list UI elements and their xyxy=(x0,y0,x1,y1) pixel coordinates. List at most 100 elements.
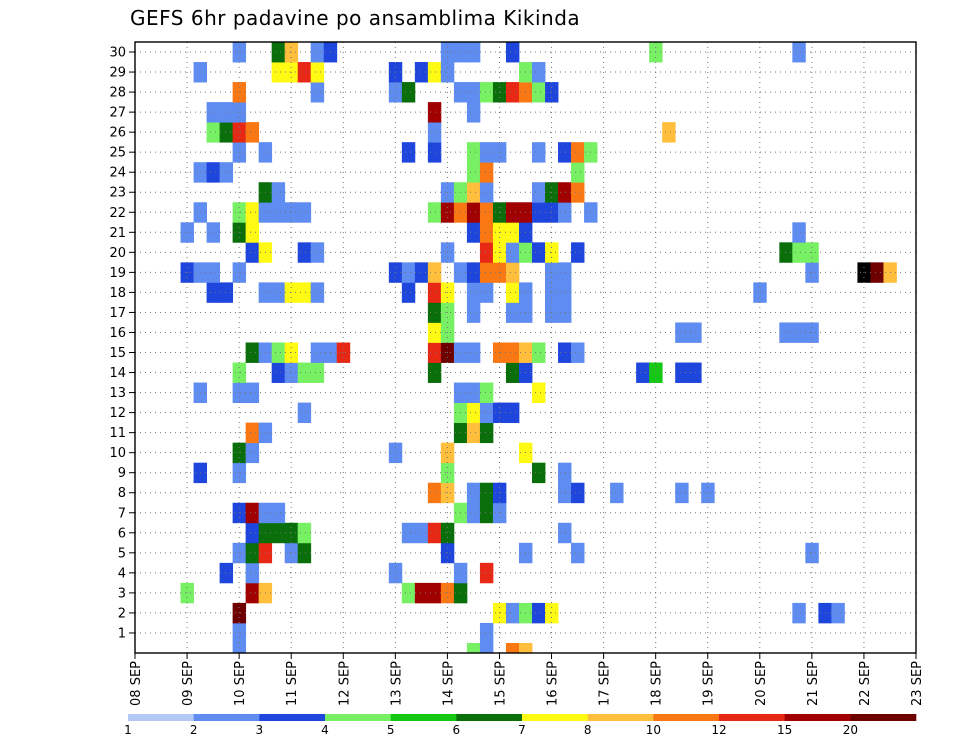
heatmap-cell xyxy=(297,242,312,263)
heatmap-cell xyxy=(414,522,429,544)
heatmap-cell xyxy=(505,262,520,283)
heatmap-cell xyxy=(558,302,572,323)
heatmap-cell xyxy=(245,582,260,604)
y-tick-label: 16 xyxy=(109,326,126,341)
x-tick-label: 17 SEP xyxy=(598,661,613,706)
y-tick-label: 13 xyxy=(109,386,126,401)
x-tick-label: 10 SEP xyxy=(233,661,248,706)
heatmap-cell xyxy=(532,182,546,203)
heatmap-cell xyxy=(466,42,481,63)
legend-label: 5 xyxy=(387,723,395,737)
legend-label: 7 xyxy=(518,723,526,737)
heatmap-cell xyxy=(505,402,520,424)
heatmap-cell xyxy=(532,62,546,83)
heatmap-cell xyxy=(466,162,481,183)
x-tick-label: 23 SEP xyxy=(910,661,925,706)
heatmap-cell xyxy=(479,502,494,524)
cells-layer xyxy=(180,42,897,654)
x-tick-label: 22 SEP xyxy=(858,661,873,706)
heatmap-cell xyxy=(636,362,650,383)
heatmap-cell xyxy=(245,422,260,444)
heatmap-cell xyxy=(427,482,442,504)
heatmap-cell xyxy=(505,282,520,303)
heatmap-cell xyxy=(232,642,247,654)
heatmap-cell xyxy=(479,482,494,504)
heatmap-cell xyxy=(245,122,260,143)
heatmap-cell xyxy=(401,142,416,163)
heatmap-cell xyxy=(219,282,234,303)
heatmap-cell xyxy=(792,42,806,63)
legend-label: 1 xyxy=(124,723,132,737)
heatmap-cell xyxy=(245,442,260,464)
heatmap-cell xyxy=(271,342,286,363)
grid-layer xyxy=(135,42,916,653)
legend-label: 4 xyxy=(321,723,329,737)
legend-swatch xyxy=(193,714,260,721)
heatmap-cell xyxy=(232,602,247,624)
heatmap-cell xyxy=(297,202,312,223)
heatmap-cell xyxy=(466,502,481,524)
heatmap-cell xyxy=(870,262,884,283)
heatmap-cell xyxy=(401,522,416,544)
heatmap-cell xyxy=(427,62,442,83)
heatmap-cell xyxy=(505,302,520,323)
heatmap-cell xyxy=(440,542,455,564)
heatmap-cell xyxy=(466,222,481,243)
y-tick-label: 15 xyxy=(109,346,126,361)
heatmap-cell xyxy=(479,142,494,163)
heatmap-cell xyxy=(206,282,221,303)
heatmap-cell xyxy=(479,242,494,263)
heatmap-cell xyxy=(479,162,494,183)
x-tick-label: 18 SEP xyxy=(650,661,665,706)
heatmap-cell xyxy=(505,42,520,63)
legend-swatch xyxy=(587,714,654,721)
heatmap-cell xyxy=(662,122,676,143)
heatmap-cell xyxy=(271,502,286,524)
heatmap-cell xyxy=(532,142,546,163)
heatmap-cell xyxy=(571,162,585,183)
heatmap-cell xyxy=(271,282,286,303)
heatmap-cell xyxy=(675,482,689,504)
legend-swatch xyxy=(325,714,391,721)
heatmap-cell xyxy=(466,182,481,203)
heatmap-cell xyxy=(688,322,702,343)
x-tick-label: 11 SEP xyxy=(285,661,300,706)
y-tick-label: 6 xyxy=(118,526,126,541)
heatmap-cell xyxy=(271,62,286,83)
heatmap-cell xyxy=(245,342,260,363)
heatmap-cell xyxy=(427,282,442,303)
heatmap-cell xyxy=(427,582,442,604)
legend-swatch xyxy=(390,714,457,721)
heatmap-cell xyxy=(532,382,546,403)
heatmap-cell xyxy=(792,242,806,263)
heatmap-cell xyxy=(232,622,247,644)
y-tick-label: 21 xyxy=(109,226,126,241)
legend-label: 12 xyxy=(711,723,726,737)
heatmap-cell xyxy=(518,642,533,654)
heatmap-cell xyxy=(505,602,520,624)
x-tick-label: 19 SEP xyxy=(702,661,717,706)
y-tick-label: 1 xyxy=(118,626,126,641)
heatmap-cell xyxy=(466,482,481,504)
chart-title: GEFS 6hr padavine po ansamblima Kikinda xyxy=(130,6,581,30)
heatmap-cell xyxy=(492,602,507,624)
heatmap-cell xyxy=(427,202,442,223)
heatmap-cell xyxy=(466,382,481,403)
heatmap-cell xyxy=(245,522,260,544)
heatmap-cell xyxy=(505,642,520,654)
y-tick-label: 9 xyxy=(118,466,126,481)
heatmap-cell xyxy=(206,122,221,143)
heatmap-cell xyxy=(206,262,221,283)
legend-swatch xyxy=(850,714,917,721)
heatmap-cell xyxy=(831,602,845,624)
heatmap-cell xyxy=(505,222,520,243)
y-tick-label: 8 xyxy=(118,486,126,501)
heatmap-cell xyxy=(401,282,416,303)
heatmap-cell xyxy=(245,562,260,584)
heatmap-cell xyxy=(232,542,247,564)
y-tick-label: 23 xyxy=(109,186,126,201)
x-tick-label: 08 SEP xyxy=(129,661,144,706)
heatmap-cell xyxy=(779,242,793,263)
y-tick-label: 4 xyxy=(118,566,126,581)
legend-label: 6 xyxy=(453,723,461,737)
